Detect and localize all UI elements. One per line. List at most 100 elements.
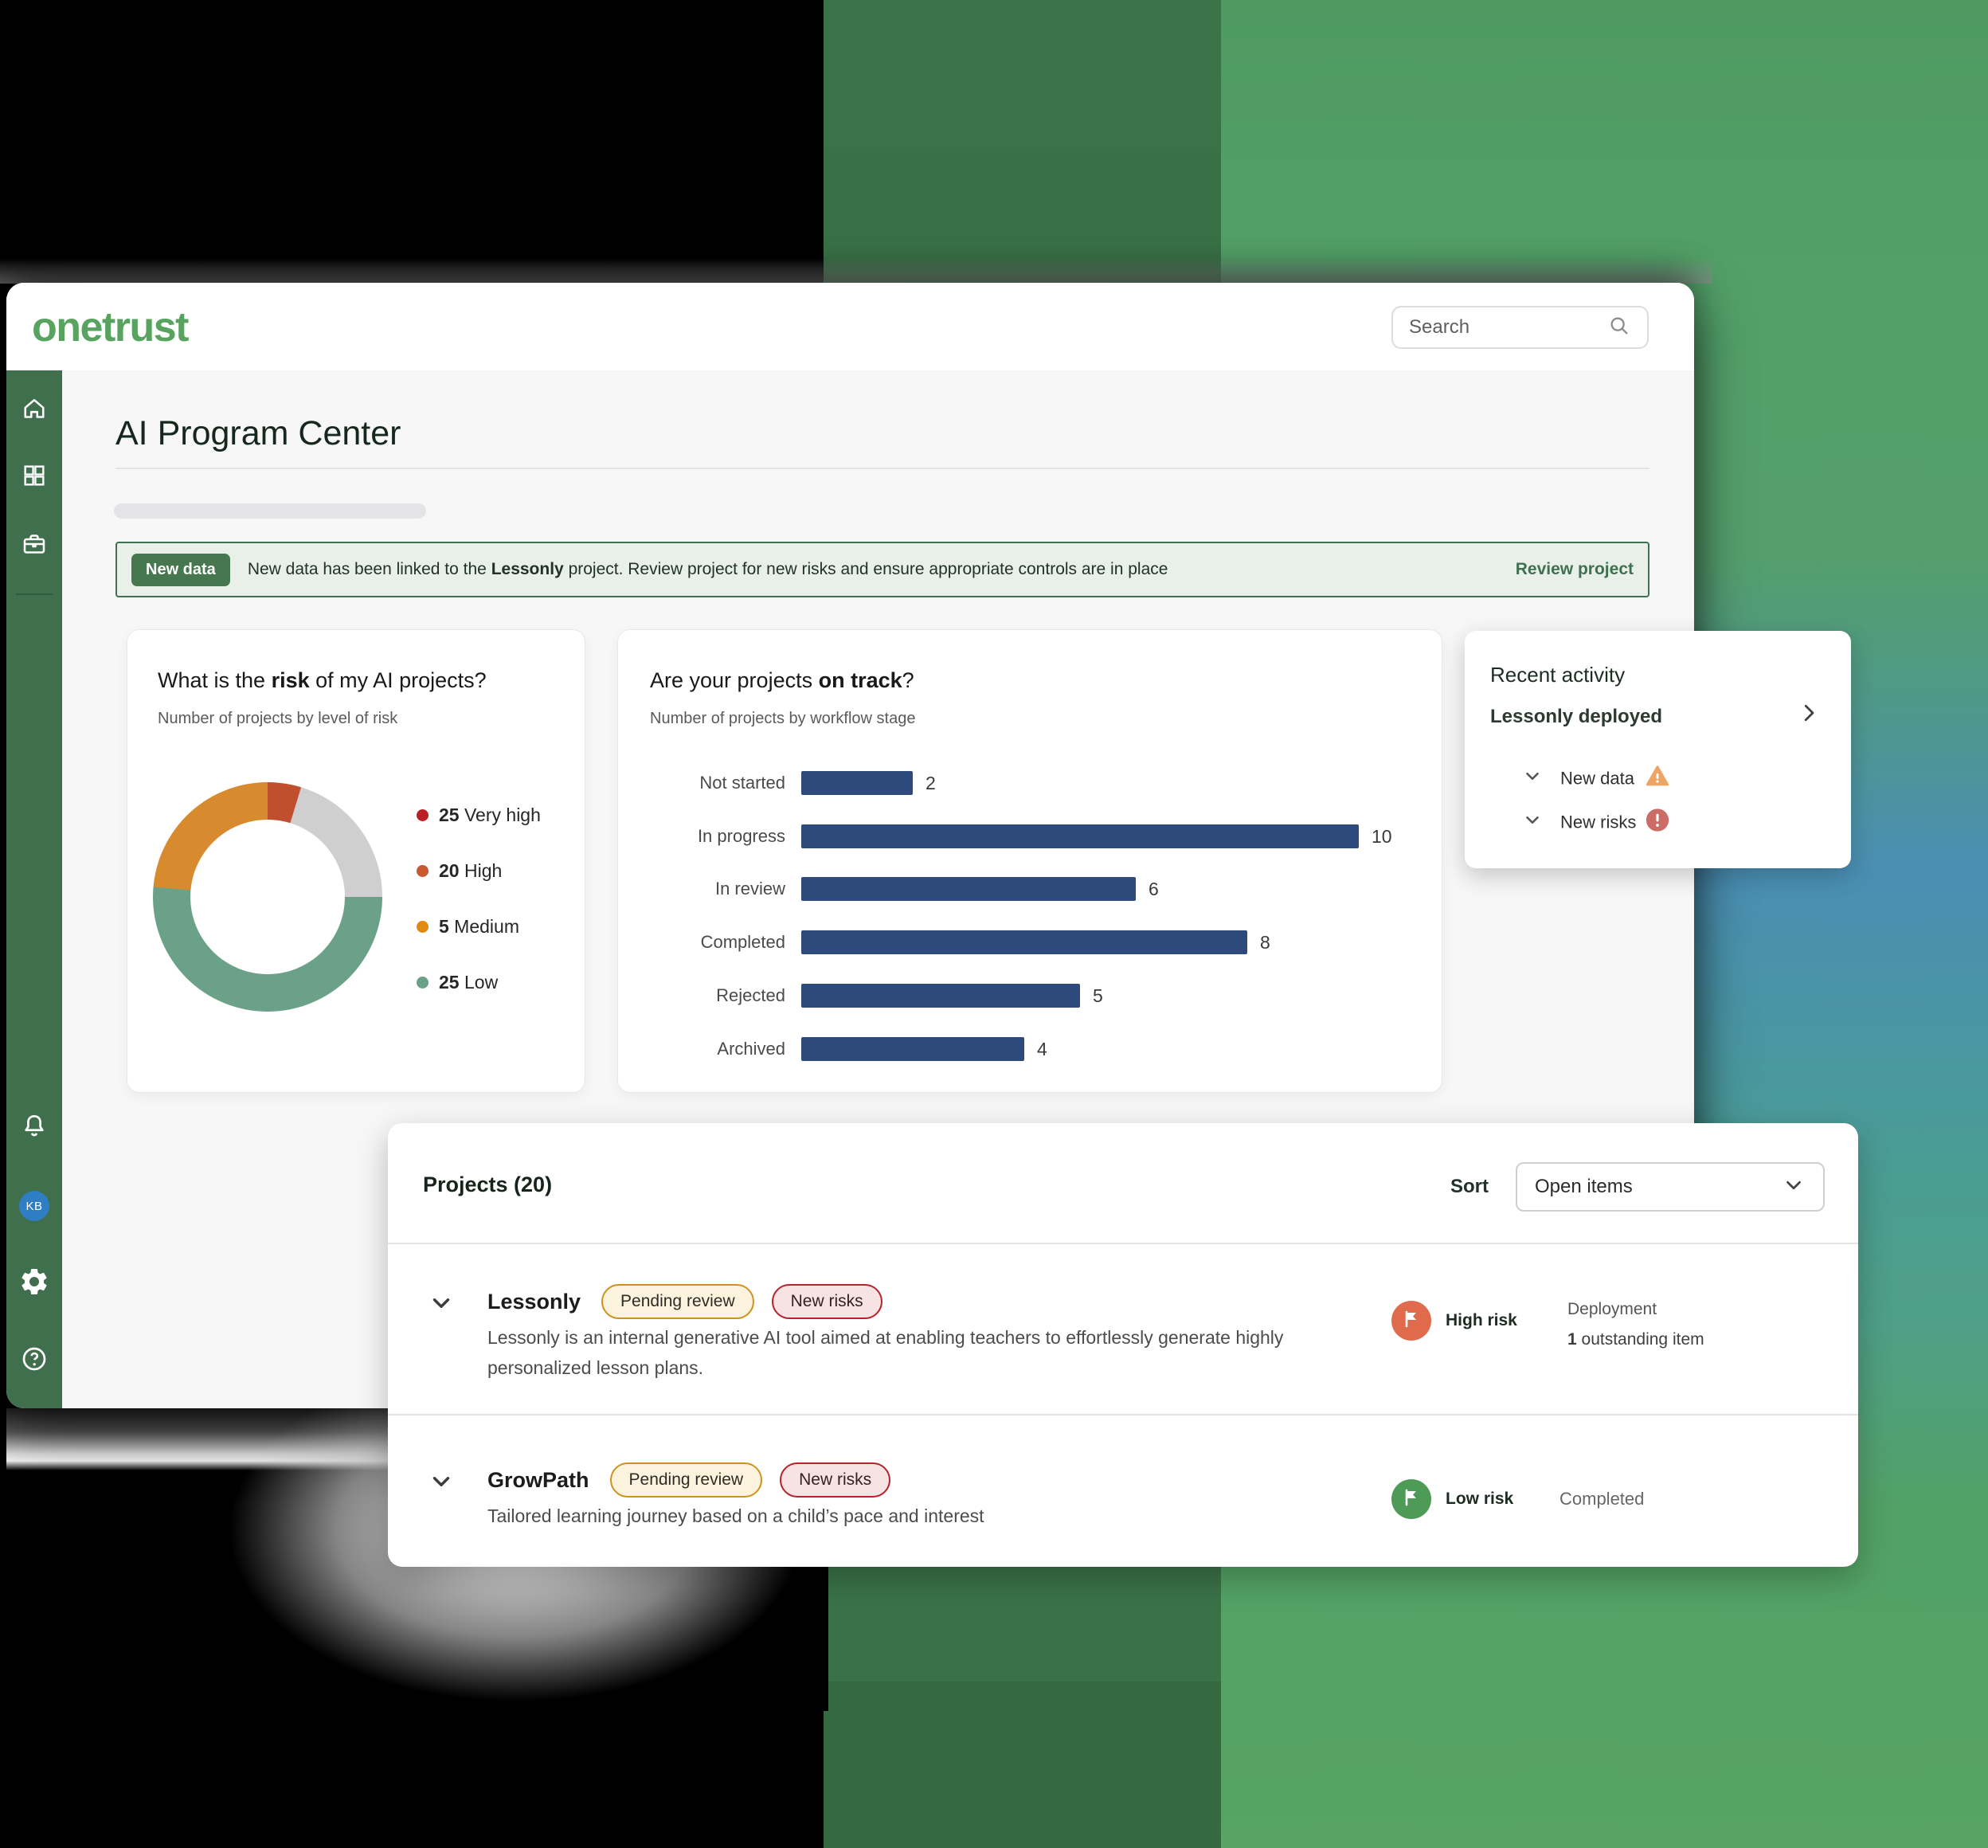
recent-activity-item[interactable]: New data [1522, 763, 1671, 794]
risk-card: What is the risk of my AI projects? Numb… [127, 629, 585, 1093]
project-description: Tailored learning journey based on a chi… [487, 1505, 984, 1526]
progress-bar [114, 503, 426, 519]
legend-label: 20 High [439, 859, 503, 881]
sidebar-item-projects[interactable] [6, 530, 62, 562]
review-project-link[interactable]: Review project [1515, 560, 1634, 578]
bar [801, 1037, 1024, 1061]
banner-badge: New data [131, 553, 230, 586]
project-status: Completed [1559, 1489, 1645, 1509]
risk-card-title: What is the risk of my AI projects? [158, 668, 487, 692]
project-name[interactable]: GrowPath [487, 1467, 589, 1492]
legend-item: 25 Low [417, 968, 498, 996]
window-top-grain-shadow [0, 258, 1712, 284]
legend-dot [417, 976, 429, 989]
bar [801, 930, 1247, 954]
sidebar-divider [16, 593, 53, 595]
legend-dot [417, 864, 429, 877]
recent-activity-item[interactable]: New risks [1522, 807, 1671, 838]
bar-value: 4 [1037, 1038, 1047, 1059]
bar-row: Not started 2 [618, 771, 936, 795]
sidebar-item-settings[interactable] [6, 1266, 62, 1302]
help-icon [19, 1344, 49, 1378]
project-pill: New risks [771, 1284, 882, 1319]
bar-value: 5 [1093, 985, 1103, 1006]
risk-card-subtitle: Number of projects by level of risk [158, 710, 398, 727]
project-row-divider [388, 1414, 1858, 1415]
page-title: AI Program Center [115, 414, 401, 452]
bar [801, 824, 1359, 848]
new-data-banner: New data New data has been linked to the… [115, 542, 1649, 597]
bar-row: Rejected 5 [618, 984, 1103, 1008]
risk-flag-badge [1391, 1479, 1431, 1519]
on-track-card: Are your projects on track? Number of pr… [617, 629, 1442, 1093]
expand-project-button[interactable] [428, 1290, 455, 1314]
project-stage: Deployment [1567, 1300, 1657, 1318]
sidebar-item-help[interactable] [6, 1344, 62, 1378]
legend-dot [417, 808, 429, 821]
bar-row: Completed 8 [618, 930, 1270, 954]
sidebar-item-notifications[interactable] [6, 1111, 62, 1145]
title-divider [115, 468, 1649, 469]
legend-dot [417, 920, 429, 933]
bar-category-label: Not started [699, 773, 785, 793]
window-header: onetrust Search [6, 283, 1694, 370]
search-input[interactable]: Search [1391, 306, 1649, 349]
expand-project-button[interactable] [428, 1468, 455, 1492]
app-window: onetrust Search [6, 283, 1694, 1408]
sidebar-item-home[interactable] [6, 394, 62, 427]
chevron-down-icon [428, 1298, 455, 1320]
sort-label: Sort [1450, 1176, 1489, 1197]
avatar[interactable]: KB [19, 1191, 49, 1221]
project-outstanding: 1 outstanding item [1567, 1330, 1704, 1349]
project-description: Lessonly is an internal generative AI to… [487, 1327, 1284, 1378]
legend-item: 5 Medium [417, 912, 519, 941]
sort-select[interactable]: Open items [1516, 1162, 1825, 1212]
recent-activity-title: Recent activity [1490, 663, 1626, 687]
recent-activity-event: Lessonly deployed [1490, 706, 1663, 727]
bell-icon [19, 1111, 49, 1145]
recent-item-label: New risks [1560, 812, 1637, 832]
onetrust-logo: onetrust [32, 304, 190, 350]
grid-icon [21, 462, 48, 493]
bar-value: 8 [1260, 931, 1270, 953]
banner-message: New data has been linked to the Lessonly… [247, 560, 1168, 578]
legend-label: 5 Medium [439, 915, 519, 937]
project-pill: Pending review [609, 1462, 763, 1498]
bar [801, 771, 913, 795]
risk-donut-hole [190, 820, 345, 974]
sidebar: KB [6, 370, 62, 1408]
project-risk-label: High risk [1446, 1311, 1517, 1329]
bar-row: In review 6 [618, 877, 1159, 901]
alert-circle-icon [1644, 807, 1671, 838]
chevron-down-icon [1522, 810, 1543, 835]
project-risk-label: Low risk [1446, 1490, 1514, 1508]
legend-label: 25 Low [439, 971, 499, 993]
chevron-down-icon [1522, 766, 1543, 791]
search-icon [1607, 314, 1631, 342]
bar-category-label: Rejected [716, 985, 785, 1005]
projects-panel: Projects (20) Sort Open items Lessonly Pe… [388, 1123, 1858, 1567]
bar-value: 10 [1372, 825, 1392, 847]
flag-icon [1399, 1485, 1424, 1514]
home-icon [20, 394, 49, 427]
chevron-right-icon[interactable] [1797, 701, 1821, 729]
flag-icon [1399, 1306, 1424, 1336]
legend-item: 20 High [417, 856, 502, 885]
chevron-down-icon [428, 1477, 455, 1498]
project-name[interactable]: Lessonly [487, 1289, 581, 1314]
recent-item-label: New data [1560, 768, 1634, 788]
bar-category-label: In review [714, 879, 785, 899]
bar-row: Archived 4 [618, 1037, 1047, 1061]
briefcase-icon [20, 530, 49, 562]
bar-category-label: Completed [700, 932, 785, 952]
warning-triangle-icon [1644, 763, 1671, 794]
search-placeholder: Search [1409, 316, 1470, 338]
projects-header-divider [388, 1243, 1858, 1244]
bar-category-label: Archived [717, 1039, 785, 1059]
sort-selected-value: Open items [1535, 1176, 1633, 1197]
sidebar-item-apps[interactable] [6, 462, 62, 493]
gear-icon [18, 1266, 50, 1302]
bar [801, 877, 1136, 901]
bar-value: 6 [1149, 878, 1159, 899]
